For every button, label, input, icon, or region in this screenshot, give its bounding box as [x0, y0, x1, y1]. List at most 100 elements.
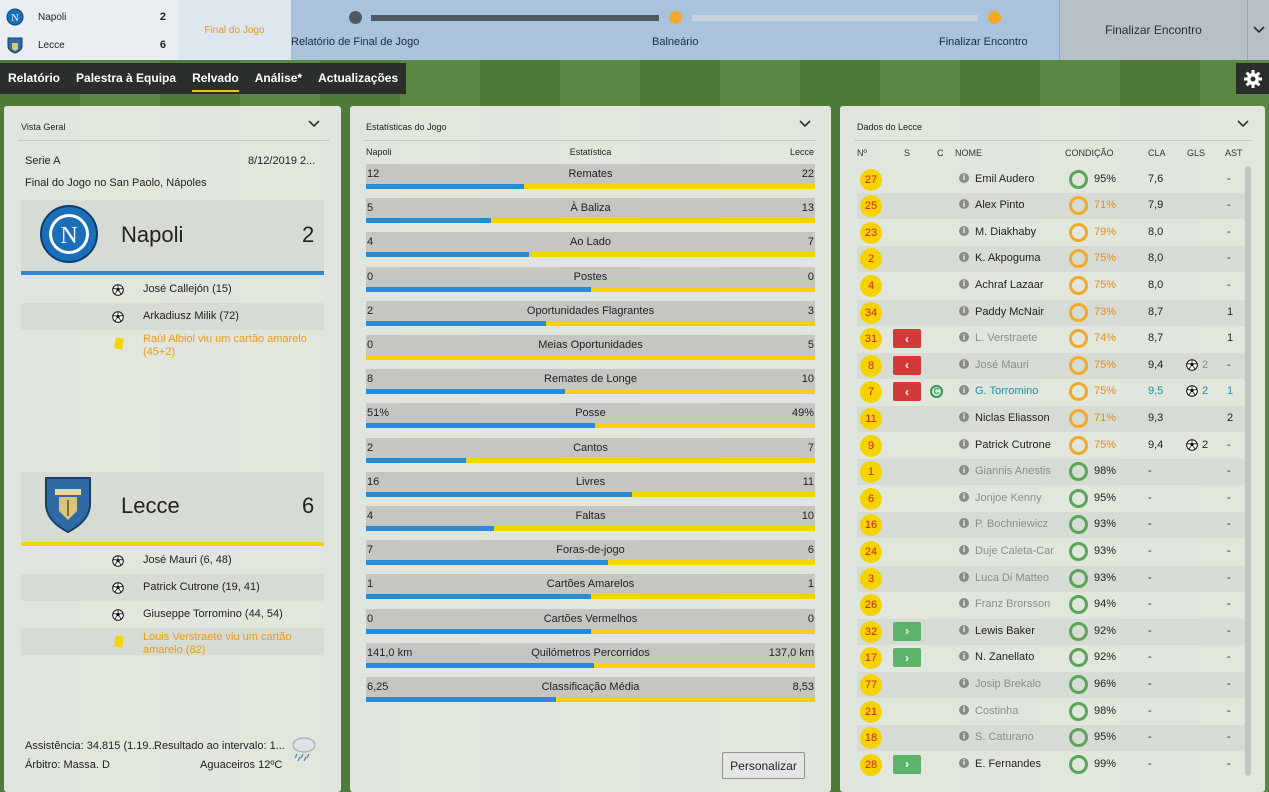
player-name[interactable]: Duje Caleta-Car — [975, 544, 1054, 557]
player-name[interactable]: Alex Pinto — [975, 199, 1025, 212]
player-row[interactable]: 32 › i Lewis Baker 92% - - — [857, 618, 1245, 645]
player-name[interactable]: Lewis Baker — [975, 624, 1035, 637]
col-name[interactable]: NOME — [955, 148, 982, 158]
subbed-on-icon[interactable]: › — [893, 754, 921, 774]
player-name[interactable]: S. Caturano — [975, 731, 1034, 744]
player-name[interactable]: M. Diakhaby — [975, 225, 1037, 238]
info-icon[interactable]: i — [959, 571, 969, 582]
chevron-down-icon[interactable] — [798, 119, 812, 129]
subbed-on-icon[interactable]: › — [893, 648, 921, 668]
tab-report[interactable]: Relatório — [8, 71, 61, 85]
finish-match-button[interactable]: Finalizar Encontro — [1059, 0, 1247, 60]
player-row[interactable]: 77 i Josip Brekalo 96% - - — [857, 671, 1245, 698]
player-name[interactable]: L. Verstraete — [975, 332, 1038, 345]
finish-dropdown-button[interactable] — [1247, 0, 1269, 60]
tab-pitch[interactable]: Relvado — [184, 63, 247, 94]
player-name[interactable]: Luca Di Matteo — [975, 571, 1049, 584]
info-icon[interactable]: i — [959, 358, 969, 369]
step-report[interactable]: Relatório de Final de Jogo — [291, 36, 420, 48]
tab-analysis[interactable]: Análise* — [254, 71, 303, 85]
info-icon[interactable]: i — [959, 598, 969, 609]
info-icon[interactable]: i — [959, 704, 969, 715]
player-row[interactable]: 18 i S. Caturano 95% - - — [857, 725, 1245, 752]
player-name[interactable]: Paddy McNair — [975, 305, 1045, 318]
player-name[interactable]: Franz Brorsson — [975, 598, 1051, 611]
tab-team-talk[interactable]: Palestra à Equipa — [76, 71, 177, 85]
player-name[interactable]: E. Fernandes — [975, 757, 1042, 770]
info-icon[interactable]: i — [959, 252, 969, 263]
col-sub[interactable]: S — [904, 148, 911, 158]
napoli-crest-icon: N — [40, 205, 98, 263]
info-icon[interactable]: i — [959, 465, 969, 476]
player-row[interactable]: 3 i Luca Di Matteo 93% - - — [857, 565, 1245, 592]
player-row[interactable]: 26 i Franz Brorsson 94% - - — [857, 592, 1245, 618]
info-icon[interactable]: i — [959, 624, 969, 635]
subbed-on-icon[interactable]: › — [893, 621, 921, 641]
subbed-off-icon[interactable]: ‹ — [893, 382, 921, 402]
player-name[interactable]: Giannis Anestis — [975, 465, 1051, 478]
customize-button[interactable]: Personalizar — [722, 752, 805, 779]
player-row[interactable]: 25 i Alex Pinto 71% 7,9 - — [857, 193, 1245, 220]
player-name[interactable]: G. Torromino — [975, 385, 1039, 398]
info-icon[interactable]: i — [959, 172, 969, 183]
player-row[interactable]: 24 i Duje Caleta-Car 93% - - — [857, 539, 1245, 565]
player-name[interactable]: Achraf Lazaar — [975, 278, 1044, 291]
player-row[interactable]: 23 i M. Diakhaby 79% 8,0 - — [857, 220, 1245, 246]
player-row[interactable]: 21 i Costinha 98% - - — [857, 699, 1245, 725]
player-row[interactable]: 34 i Paddy McNair 73% 8,7 1 — [857, 299, 1245, 326]
info-icon[interactable]: i — [959, 411, 969, 422]
info-icon[interactable]: i — [959, 518, 969, 529]
info-icon[interactable]: i — [959, 278, 969, 289]
player-row[interactable]: 17 › i N. Zanellato 92% - - — [857, 645, 1245, 671]
col-assists[interactable]: AST — [1225, 148, 1243, 158]
info-icon[interactable]: i — [959, 385, 969, 396]
chevron-down-icon[interactable] — [307, 119, 321, 129]
info-icon[interactable]: i — [959, 731, 969, 742]
player-name[interactable]: N. Zanellato — [975, 651, 1035, 664]
info-icon[interactable]: i — [959, 491, 969, 502]
info-icon[interactable]: i — [959, 651, 969, 662]
col-rating[interactable]: CLA — [1148, 148, 1166, 158]
player-name[interactable]: Emil Audero — [975, 172, 1035, 185]
info-icon[interactable]: i — [959, 305, 969, 316]
player-name[interactable]: Niclas Eliasson — [975, 411, 1050, 424]
player-row[interactable]: 2 i K. Akpoguma 75% 8,0 - — [857, 246, 1245, 273]
step-dressing-room[interactable]: Balneário — [652, 36, 699, 48]
player-name[interactable]: K. Akpoguma — [975, 252, 1041, 265]
info-icon[interactable]: i — [959, 677, 969, 688]
player-row[interactable]: 4 i Achraf Lazaar 75% 8,0 - — [857, 273, 1245, 299]
info-icon[interactable]: i — [959, 199, 969, 210]
player-row[interactable]: 8 ‹ i José Mauri 75% 9,4 2 - — [857, 352, 1245, 379]
player-row[interactable]: 9 i Patrick Cutrone 75% 9,4 2 - — [857, 433, 1245, 459]
col-number[interactable]: Nº — [857, 148, 867, 158]
subbed-off-icon[interactable]: ‹ — [893, 355, 921, 375]
info-icon[interactable]: i — [959, 438, 969, 449]
player-row[interactable]: 31 ‹ i L. Verstraete 74% 8,7 1 — [857, 326, 1245, 352]
squad-scrollbar[interactable] — [1245, 166, 1251, 776]
player-row[interactable]: 11 i Niclas Eliasson 71% 9,3 2 — [857, 405, 1245, 432]
player-name[interactable]: Josip Brekalo — [975, 677, 1042, 690]
col-goals[interactable]: GLS — [1187, 148, 1206, 158]
player-name[interactable]: P. Bochniewicz — [975, 518, 1049, 531]
player-name[interactable]: Jonjoe Kenny — [975, 491, 1042, 504]
info-icon[interactable]: i — [959, 225, 969, 236]
chevron-down-icon[interactable] — [1236, 119, 1250, 129]
player-row[interactable]: 27 i Emil Audero 95% 7,6 - — [857, 167, 1245, 193]
subbed-off-icon[interactable]: ‹ — [893, 329, 921, 349]
player-row[interactable]: 16 i P. Bochniewicz 93% - - — [857, 512, 1245, 539]
col-condition[interactable]: CONDIÇÃO — [1065, 148, 1114, 158]
info-icon[interactable]: i — [959, 544, 969, 555]
tab-updates[interactable]: Actualizações — [318, 71, 399, 85]
player-row[interactable]: 28 › i E. Fernandes 99% - - — [857, 752, 1245, 778]
info-icon[interactable]: i — [959, 332, 969, 343]
player-name[interactable]: José Mauri — [975, 358, 1029, 371]
player-name[interactable]: Patrick Cutrone — [975, 438, 1051, 451]
settings-button[interactable] — [1236, 63, 1269, 94]
info-icon[interactable]: i — [959, 757, 969, 768]
player-name[interactable]: Costinha — [975, 704, 1019, 717]
player-row[interactable]: 6 i Jonjoe Kenny 95% - - — [857, 486, 1245, 512]
step-finish[interactable]: Finalizar Encontro — [939, 36, 1028, 48]
player-row[interactable]: 1 i Giannis Anestis 98% - - — [857, 459, 1245, 486]
col-captain[interactable]: C — [937, 148, 944, 158]
